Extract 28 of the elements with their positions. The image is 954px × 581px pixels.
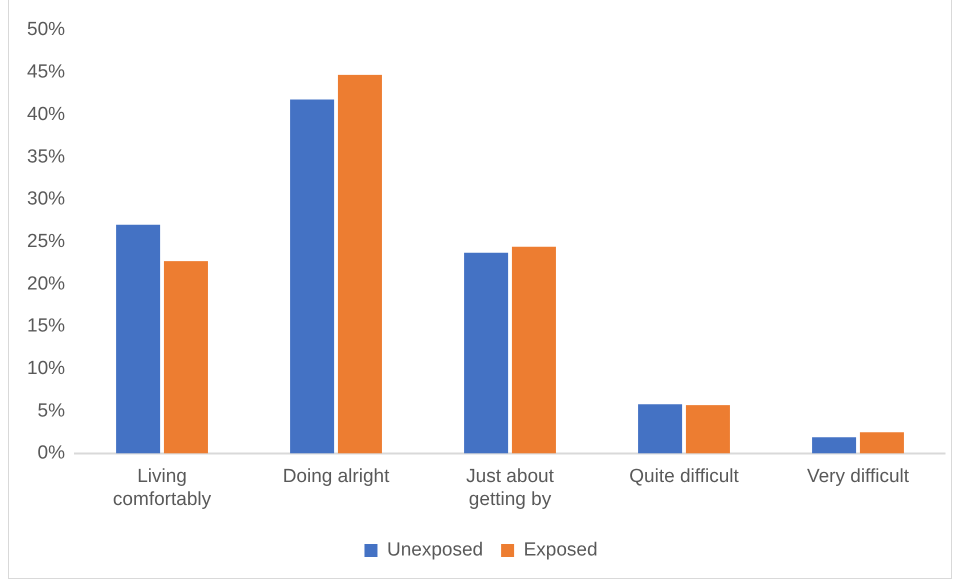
bar [116,224,160,454]
legend-label: Exposed [524,540,598,561]
bar [860,432,904,454]
bar [638,404,682,454]
bar [164,261,208,454]
y-tick-label: 25% [26,230,66,252]
x-tick-label: Doing alright [282,466,390,488]
y-tick-label: 15% [26,316,66,337]
y-tick-label: 50% [26,19,66,40]
x-tick-label: Just about getting by [466,466,555,510]
bar [338,74,382,454]
bar [512,246,556,454]
y-tick-label: 40% [26,104,66,125]
y-tick-label: 20% [26,273,66,294]
x-tick-label: Living comfortably [112,466,212,510]
legend-label: Unexposed [386,540,484,561]
bar [686,405,730,454]
bar [812,437,856,454]
bar [290,99,334,454]
y-tick-label: 5% [38,400,66,422]
x-tick-label: Very difficult [806,466,910,488]
y-tick-label: 0% [38,442,66,464]
y-tick-label: 45% [26,62,66,83]
y-tick-label: 10% [26,358,66,379]
bar [464,252,508,454]
x-tick-label: Quite difficult [629,466,740,488]
y-tick-label: 30% [26,188,66,210]
y-tick-label: 35% [26,146,66,168]
